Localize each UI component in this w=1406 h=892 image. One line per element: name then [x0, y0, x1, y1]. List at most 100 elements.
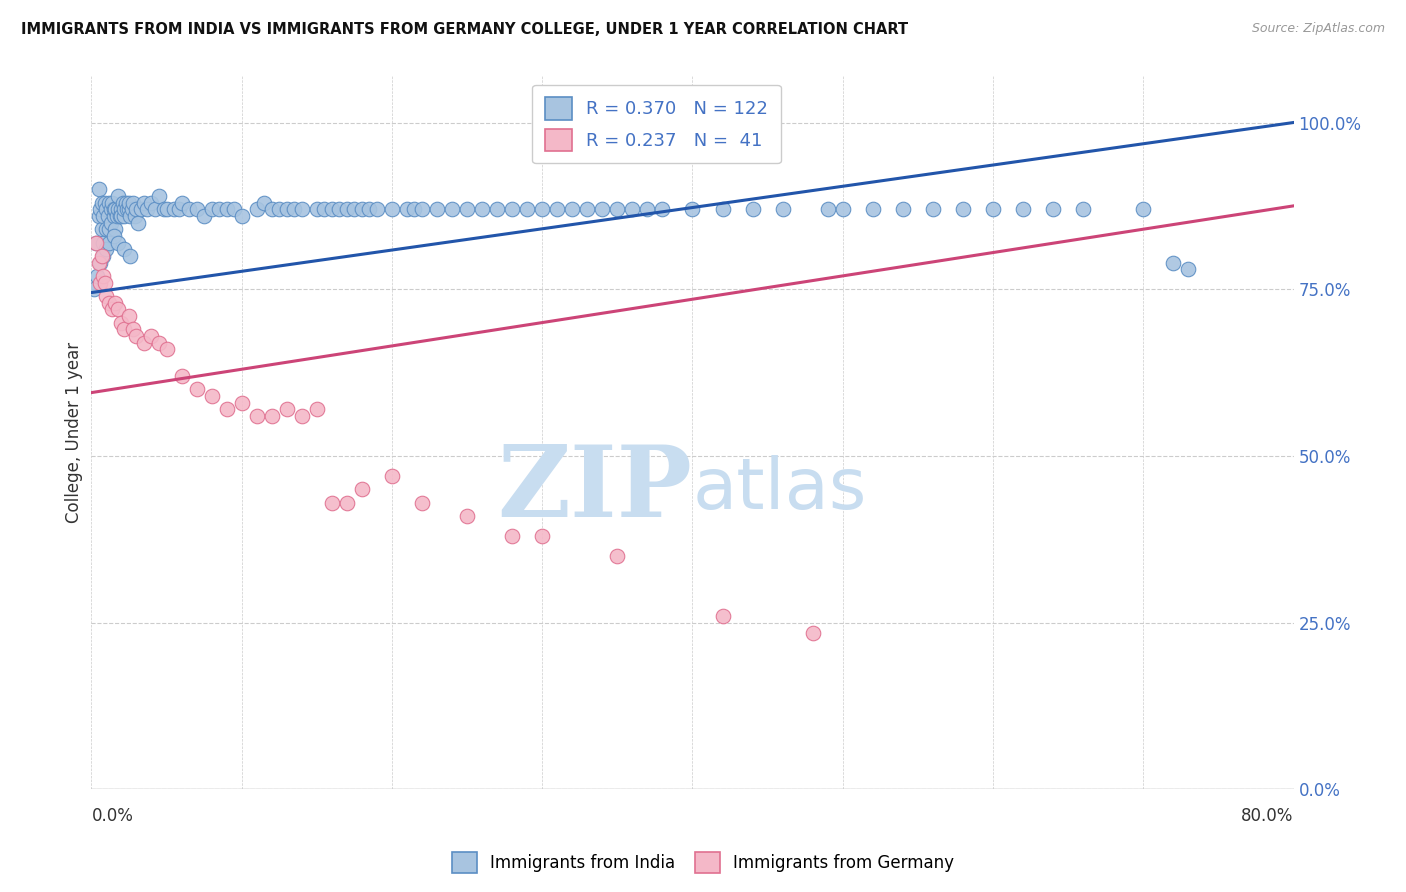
Point — [114, 322, 136, 336]
Point — [148, 335, 170, 350]
Point — [118, 195, 141, 210]
Point — [291, 202, 314, 217]
Point — [224, 202, 246, 217]
Point — [132, 335, 155, 350]
Point — [606, 549, 628, 563]
Point — [177, 202, 200, 217]
Point — [336, 202, 359, 217]
Point — [93, 249, 115, 263]
Point — [546, 202, 568, 217]
Point — [98, 222, 121, 236]
Point — [152, 202, 174, 217]
Point — [276, 402, 298, 417]
Point — [141, 329, 163, 343]
Point — [350, 483, 373, 497]
Point — [107, 189, 129, 203]
Point — [314, 202, 336, 217]
Point — [981, 202, 1004, 217]
Point — [276, 202, 298, 217]
Point — [366, 202, 388, 217]
Point — [97, 209, 120, 223]
Point — [321, 202, 343, 217]
Point — [305, 402, 328, 417]
Point — [215, 402, 238, 417]
Point — [501, 529, 523, 543]
Point — [103, 228, 125, 243]
Point — [127, 215, 149, 229]
Point — [321, 496, 343, 510]
Point — [711, 609, 734, 624]
Point — [170, 195, 193, 210]
Point — [1012, 202, 1035, 217]
Point — [155, 343, 177, 357]
Point — [952, 202, 974, 217]
Point — [107, 202, 129, 217]
Point — [201, 202, 224, 217]
Point — [96, 242, 118, 256]
Point — [831, 202, 853, 217]
Legend: Immigrants from India, Immigrants from Germany: Immigrants from India, Immigrants from G… — [444, 846, 962, 880]
Point — [260, 202, 283, 217]
Point — [260, 409, 283, 423]
Point — [110, 202, 132, 217]
Point — [283, 202, 305, 217]
Point — [107, 302, 129, 317]
Y-axis label: College, Under 1 year: College, Under 1 year — [65, 342, 83, 524]
Point — [100, 215, 122, 229]
Point — [343, 202, 366, 217]
Point — [381, 469, 404, 483]
Point — [120, 249, 142, 263]
Point — [381, 202, 404, 217]
Text: 80.0%: 80.0% — [1241, 807, 1294, 825]
Point — [411, 496, 433, 510]
Point — [93, 209, 115, 223]
Point — [231, 209, 253, 223]
Point — [122, 322, 145, 336]
Point — [125, 202, 148, 217]
Point — [359, 202, 381, 217]
Point — [561, 202, 583, 217]
Point — [105, 209, 128, 223]
Point — [711, 202, 734, 217]
Point — [636, 202, 658, 217]
Text: Source: ZipAtlas.com: Source: ZipAtlas.com — [1251, 22, 1385, 36]
Point — [456, 508, 478, 523]
Point — [100, 202, 122, 217]
Point — [651, 202, 673, 217]
Point — [253, 195, 276, 210]
Point — [89, 202, 111, 217]
Point — [118, 202, 141, 217]
Point — [741, 202, 763, 217]
Point — [98, 295, 121, 310]
Point — [576, 202, 599, 217]
Point — [101, 302, 124, 317]
Point — [801, 625, 824, 640]
Point — [96, 289, 118, 303]
Point — [516, 202, 538, 217]
Point — [186, 382, 208, 396]
Point — [411, 202, 433, 217]
Point — [1177, 262, 1199, 277]
Point — [90, 222, 112, 236]
Text: IMMIGRANTS FROM INDIA VS IMMIGRANTS FROM GERMANY COLLEGE, UNDER 1 YEAR CORRELATI: IMMIGRANTS FROM INDIA VS IMMIGRANTS FROM… — [21, 22, 908, 37]
Point — [148, 189, 170, 203]
Point — [440, 202, 463, 217]
Point — [108, 209, 131, 223]
Point — [328, 202, 350, 217]
Point — [170, 368, 193, 383]
Point — [681, 202, 703, 217]
Point — [471, 202, 494, 217]
Point — [96, 202, 118, 217]
Point — [155, 202, 177, 217]
Point — [110, 209, 132, 223]
Point — [107, 235, 129, 250]
Point — [772, 202, 794, 217]
Point — [111, 195, 134, 210]
Point — [96, 222, 118, 236]
Point — [93, 235, 115, 250]
Point — [193, 209, 215, 223]
Point — [531, 529, 554, 543]
Point — [350, 202, 373, 217]
Point — [118, 309, 141, 323]
Point — [101, 195, 124, 210]
